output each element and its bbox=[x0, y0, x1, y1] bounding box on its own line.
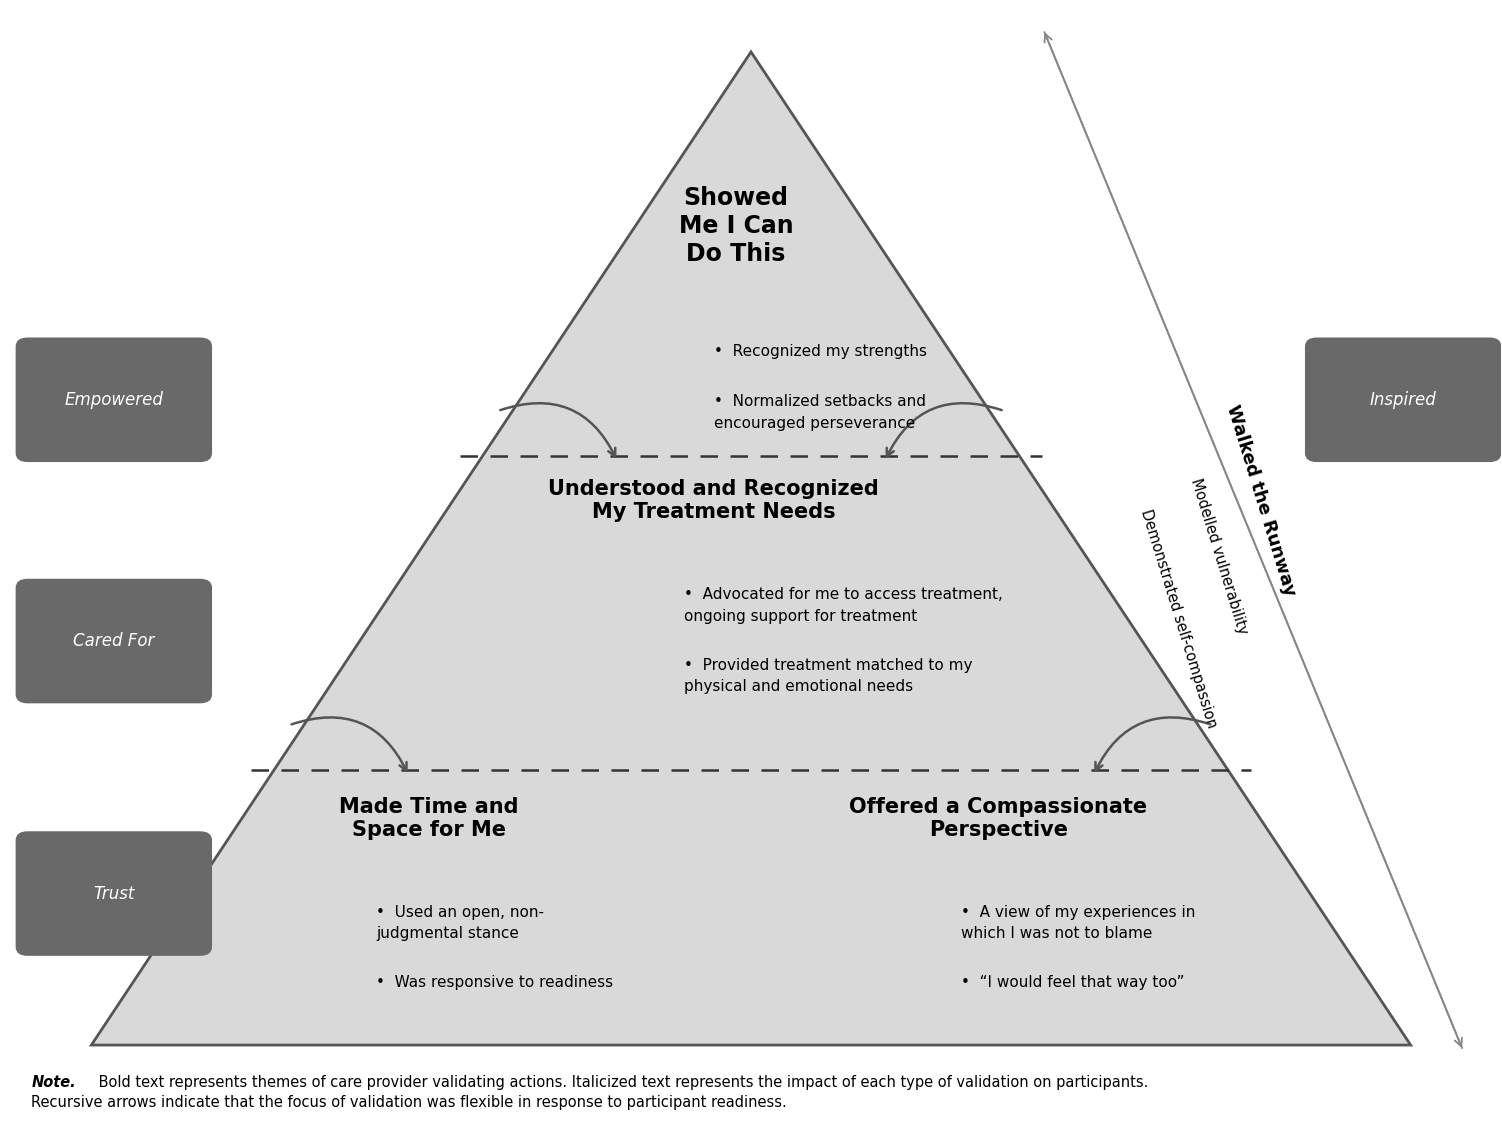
Text: •  Normalized setbacks and
encouraged perseverance: • Normalized setbacks and encouraged per… bbox=[713, 394, 925, 431]
Text: Made Time and
Space for Me: Made Time and Space for Me bbox=[339, 796, 518, 840]
Text: Demonstrated self-compassion: Demonstrated self-compassion bbox=[1137, 507, 1220, 730]
Text: •  Used an open, non-
judgmental stance: • Used an open, non- judgmental stance bbox=[376, 904, 544, 942]
Text: Empowered: Empowered bbox=[65, 390, 164, 408]
Text: Bold text represents themes of care provider validating actions. Italicized text: Bold text represents themes of care prov… bbox=[95, 1076, 1149, 1090]
Text: Modelled vulnerability: Modelled vulnerability bbox=[1188, 477, 1250, 637]
Polygon shape bbox=[92, 52, 1410, 1045]
Text: •  Was responsive to readiness: • Was responsive to readiness bbox=[376, 975, 613, 990]
Text: Inspired: Inspired bbox=[1370, 390, 1436, 408]
Text: •  A view of my experiences in
which I was not to blame: • A view of my experiences in which I wa… bbox=[961, 904, 1196, 942]
Text: •  “I would feel that way too”: • “I would feel that way too” bbox=[961, 975, 1185, 990]
Text: •  Provided treatment matched to my
physical and emotional needs: • Provided treatment matched to my physi… bbox=[683, 658, 972, 694]
Text: Walked the Runway: Walked the Runway bbox=[1223, 403, 1299, 598]
Text: Cared For: Cared For bbox=[74, 632, 155, 650]
Text: •  Advocated for me to access treatment,
ongoing support for treatment: • Advocated for me to access treatment, … bbox=[683, 587, 1002, 623]
Text: •  Recognized my strengths: • Recognized my strengths bbox=[713, 343, 927, 359]
Text: Showed
Me I Can
Do This: Showed Me I Can Do This bbox=[679, 186, 793, 266]
Text: Recursive arrows indicate that the focus of validation was flexible in response : Recursive arrows indicate that the focus… bbox=[32, 1095, 787, 1110]
Text: Understood and Recognized
My Treatment Needs: Understood and Recognized My Treatment N… bbox=[548, 479, 879, 522]
FancyBboxPatch shape bbox=[15, 578, 212, 703]
Text: Offered a Compassionate
Perspective: Offered a Compassionate Perspective bbox=[849, 796, 1148, 840]
FancyBboxPatch shape bbox=[15, 831, 212, 956]
Text: Note.: Note. bbox=[32, 1076, 77, 1090]
FancyBboxPatch shape bbox=[1305, 338, 1502, 462]
Text: Trust: Trust bbox=[93, 884, 135, 902]
FancyBboxPatch shape bbox=[15, 338, 212, 462]
